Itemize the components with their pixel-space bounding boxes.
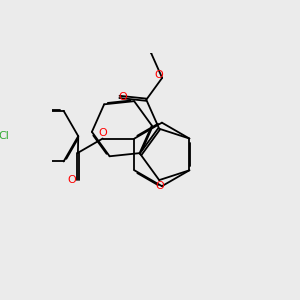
Text: O: O <box>68 175 76 185</box>
Text: O: O <box>118 92 127 102</box>
Text: O: O <box>155 181 164 191</box>
Text: Cl: Cl <box>0 131 10 141</box>
Text: O: O <box>154 70 163 80</box>
Text: O: O <box>99 128 107 138</box>
